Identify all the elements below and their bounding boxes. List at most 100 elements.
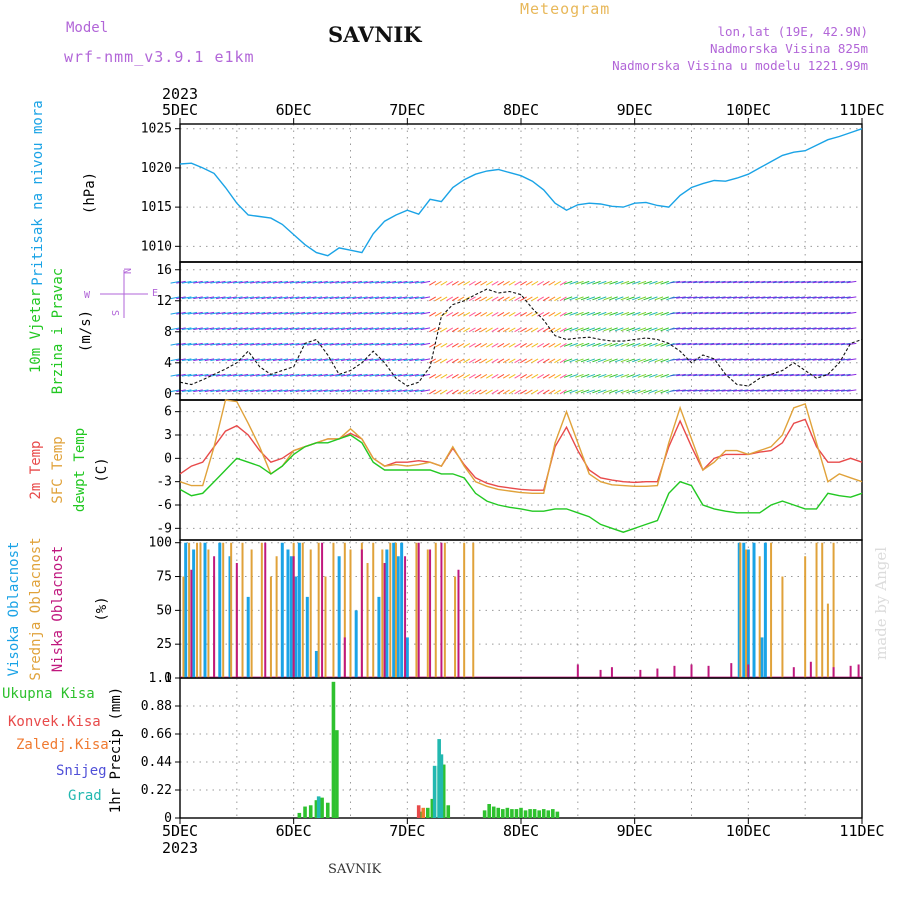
precip-bar-rain_total [523, 810, 528, 818]
wind-arrow [497, 389, 505, 395]
wind-arrow [749, 280, 760, 284]
wind-arrow [221, 342, 232, 346]
wind-arrow [284, 373, 294, 377]
wind-arrow [704, 358, 715, 361]
wind-arrow [306, 389, 317, 393]
wind-arrow [738, 342, 749, 346]
wind-arrow [727, 342, 738, 346]
wind-arrow [233, 280, 243, 284]
precip-bar-hail [439, 754, 444, 818]
wind-arrow [778, 358, 789, 361]
precip-bar-rain_total [303, 806, 307, 818]
wind-arrow [284, 280, 294, 284]
pressure-line [179, 128, 863, 257]
wind-arrow [491, 327, 499, 333]
wind-arrow [801, 311, 811, 315]
wind-arrow [829, 373, 840, 377]
wind-arrow [329, 280, 340, 284]
wind-arrow [170, 389, 181, 393]
ylabel-wind-1: Brzina i Pravac [50, 268, 66, 394]
wind-arrow [704, 327, 715, 330]
wind-arrow [397, 296, 408, 300]
wind-arrow [227, 389, 237, 393]
wind-arrow [508, 358, 516, 364]
wind-arrow [609, 358, 618, 363]
wind-arrow [255, 373, 266, 377]
wind-arrow [204, 389, 215, 393]
wind-arrow [420, 373, 431, 377]
wind-arrow [812, 342, 823, 346]
wind-arrow [306, 358, 317, 362]
wind-arrow [216, 280, 226, 284]
wind-arrow [446, 296, 454, 302]
wind-arrow [403, 342, 414, 346]
wind-arrow [654, 296, 664, 301]
precip-bar-rain_total [555, 811, 560, 818]
wind-arrow [710, 327, 720, 330]
wind-arrow [520, 373, 527, 379]
wind-arrow [537, 280, 544, 286]
wind-arrow [654, 280, 664, 285]
wind-arrow [352, 389, 362, 393]
wind-arrow [485, 342, 493, 348]
wind-arrow [626, 373, 635, 378]
wind-arrow [474, 311, 482, 317]
y-tick-label: -3 [156, 475, 172, 490]
wind-arrow [497, 373, 505, 379]
wind-arrow [457, 311, 465, 317]
wind-arrow [715, 296, 726, 299]
wind-arrow [687, 342, 698, 346]
wind-arrow [255, 280, 266, 284]
wind-arrow [335, 296, 345, 300]
wind-arrow [761, 358, 772, 361]
wind-arrow [789, 296, 800, 299]
wind-arrow [210, 311, 220, 315]
wind-arrow [693, 280, 703, 284]
wind-arrow [835, 342, 846, 346]
wind-arrow [520, 311, 527, 317]
y-tick-label: 1015 [141, 200, 172, 215]
wind-arrow [187, 358, 198, 362]
wind-arrow [829, 327, 840, 330]
wind-arrow [580, 342, 590, 347]
wind-arrow [463, 389, 471, 395]
wind-arrow [324, 373, 334, 377]
wind-arrow [380, 296, 391, 300]
wind-arrow [204, 327, 215, 331]
y-tick-label: -6 [156, 498, 172, 513]
wind-arrow [403, 389, 414, 393]
wind-arrow [592, 389, 601, 394]
wind-arrow [823, 327, 834, 330]
wind-arrow [352, 296, 362, 300]
wind-arrow [721, 373, 732, 377]
precip-bar-rain_total [314, 800, 319, 818]
precip-bar-rain_total [510, 809, 514, 818]
wind-arrow [609, 296, 618, 301]
wind-arrow [586, 280, 596, 285]
wind-arrow [250, 389, 260, 393]
wind-arrow [306, 327, 317, 331]
wind-arrow [767, 389, 777, 392]
wind-arrow [614, 311, 624, 316]
wind-arrow [710, 296, 720, 299]
wind-arrow [749, 373, 760, 377]
wind-arrow [559, 389, 567, 395]
wind-arrow [835, 296, 846, 299]
wind-arrow [233, 327, 243, 331]
wind-arrow [592, 311, 601, 316]
wind-arrow [744, 389, 755, 392]
wind-arrow [693, 342, 703, 346]
wind-speed-line [179, 288, 863, 387]
wind-arrow [744, 373, 755, 377]
wind-arrow [795, 358, 806, 361]
wind-arrow [563, 296, 573, 301]
wind-arrow [187, 327, 198, 331]
wind-arrow [502, 373, 510, 379]
wind-arrow [187, 342, 198, 346]
precip-bar-rain_total [335, 730, 339, 818]
wind-arrow [514, 280, 522, 286]
wind-arrow [255, 389, 266, 393]
wind-arrow [603, 358, 613, 363]
wind-arrow [457, 373, 465, 379]
wind-arrow [312, 327, 323, 331]
